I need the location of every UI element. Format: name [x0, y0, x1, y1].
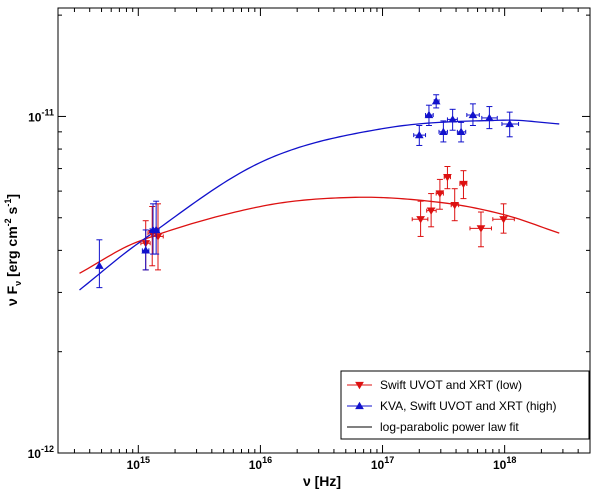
marker: [448, 115, 457, 123]
legend: Swift UVOT and XRT (low) KVA, Swift UVOT …: [340, 370, 590, 440]
legend-marker: [355, 401, 364, 410]
data-point: [95, 239, 104, 289]
data-point: [492, 203, 515, 234]
y-tick-label: 10-11: [28, 107, 54, 124]
y-axis-title: ν Fν [erg cm-2 s-1]: [3, 194, 23, 306]
fit-curves: [79, 119, 560, 291]
x-tick-label: 1016: [249, 455, 272, 472]
y-tick-label: 10-12: [28, 444, 54, 461]
legend-entry-0: Swift UVOT and XRT (low): [347, 378, 522, 392]
marker: [414, 130, 424, 139]
series-0: [140, 166, 515, 271]
data-point: [151, 203, 164, 271]
data-points: [95, 94, 520, 289]
marker: [468, 110, 478, 119]
data-point: [438, 120, 448, 143]
marker: [426, 207, 436, 215]
plot-frame: [57, 7, 591, 454]
axis-ticks: [58, 8, 591, 454]
x-tick-label: 1017: [371, 455, 394, 472]
svg-text:ν Fν [erg cm-2 s-1]: ν Fν [erg cm-2 s-1]: [3, 194, 23, 306]
marker: [151, 225, 161, 234]
marker: [499, 216, 508, 224]
marker: [485, 113, 494, 122]
legend-label: Swift UVOT and XRT (low): [380, 378, 522, 392]
marker: [459, 180, 468, 189]
series-1: [95, 94, 520, 289]
marker: [141, 246, 151, 254]
legend-label: KVA, Swift UVOT and XRT (high): [380, 399, 557, 413]
marker: [431, 96, 441, 105]
marker: [153, 233, 163, 241]
x-tick-label: 1018: [493, 455, 516, 472]
legend-entry-2: log-parabolic power law fit: [347, 420, 519, 434]
marker: [456, 127, 466, 135]
data-point: [435, 178, 445, 210]
data-point: [443, 166, 452, 190]
data-point: [446, 108, 458, 131]
data-point: [450, 188, 460, 222]
data-point: [424, 104, 434, 126]
x-tick-label: 1015: [127, 455, 150, 472]
data-point: [426, 193, 437, 228]
legend-marker: [355, 381, 364, 390]
marker: [505, 119, 515, 128]
data-point: [501, 111, 520, 138]
fit-curve-1: [79, 119, 560, 291]
marker: [95, 261, 104, 269]
data-point: [141, 229, 151, 271]
data-point: [459, 170, 468, 200]
legend-entry-1: KVA, Swift UVOT and XRT (high): [347, 399, 557, 413]
x-axis-title: ν [Hz]: [303, 473, 341, 489]
marker: [435, 190, 445, 198]
data-point: [411, 200, 429, 237]
marker: [416, 216, 425, 224]
tick-labels: 1015 1016 1017 1018 10-12 10-11: [28, 107, 517, 472]
data-point: [469, 211, 492, 248]
marker: [450, 202, 460, 210]
data-point: [456, 121, 467, 143]
marker: [424, 110, 434, 119]
data-point: [466, 103, 480, 126]
legend-box: [340, 370, 590, 440]
data-point: [431, 94, 441, 109]
data-point: [413, 124, 427, 146]
marker: [439, 127, 448, 135]
data-point: [151, 200, 161, 255]
data-point: [481, 106, 498, 130]
marker: [476, 225, 486, 233]
legend-label: log-parabolic power law fit: [380, 420, 519, 434]
marker: [443, 174, 452, 182]
